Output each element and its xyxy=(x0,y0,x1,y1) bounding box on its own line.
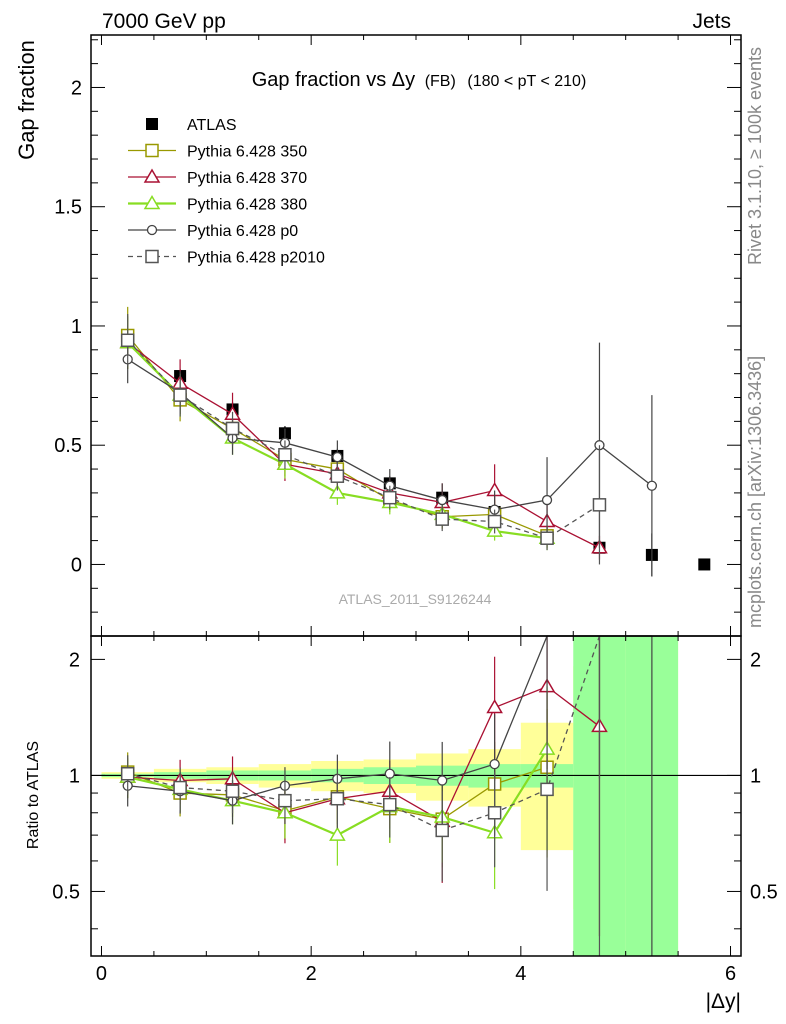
y-axis-label: Gap fraction xyxy=(14,40,39,160)
data-point xyxy=(435,512,449,526)
ratio-point xyxy=(487,806,502,820)
legend-marker xyxy=(145,143,159,158)
ratio-point xyxy=(384,768,395,779)
legend-marker xyxy=(143,168,161,183)
ratio-y-axis-label: Ratio to ATLAS xyxy=(25,741,42,849)
ratio-y-tick-label-right: 1 xyxy=(750,765,761,787)
y-tick-label: 0.5 xyxy=(54,435,82,457)
ratio-point xyxy=(383,797,397,812)
ratio-line xyxy=(127,635,601,832)
ratio-y-tick-label-right: 2 xyxy=(750,649,761,671)
rivet-label: Rivet 3.1.10, ≥ 100k events xyxy=(745,47,765,265)
x-tick-label: 4 xyxy=(515,963,526,985)
ratio-point xyxy=(486,699,503,714)
legend-label: ATLAS xyxy=(187,117,237,134)
data-point xyxy=(278,447,292,462)
ratio-point xyxy=(330,791,345,806)
ratio-point xyxy=(489,758,500,770)
ratio-point xyxy=(278,793,292,808)
data-point xyxy=(329,484,346,499)
ratio-point xyxy=(329,826,346,841)
legend-label: Pythia 6.428 380 xyxy=(187,197,307,214)
y-tick-label: 1.5 xyxy=(54,197,82,219)
x-tick-label: 6 xyxy=(725,963,736,985)
series-line xyxy=(127,339,600,539)
ratio-line xyxy=(127,685,600,823)
mcplots-label: mcplots.cern.ch [arXiv:1306.3436] xyxy=(745,356,765,628)
chart-subtitle: (180 < pT < 210) xyxy=(467,73,586,90)
series-line xyxy=(127,342,600,549)
series-5 xyxy=(120,314,607,956)
data-point xyxy=(698,558,711,571)
legend-marker xyxy=(143,195,161,210)
header-left: 7000 GeV pp xyxy=(102,10,226,33)
legend-entry: Pythia 6.428 350 xyxy=(128,144,307,161)
legend-marker xyxy=(146,224,158,236)
x-tick-label: 0 xyxy=(96,963,107,985)
data-point xyxy=(487,514,502,529)
header-right: Jets xyxy=(692,10,731,33)
data-point xyxy=(540,531,554,545)
ratio-point xyxy=(225,784,240,798)
legend-label: Pythia 6.428 p0 xyxy=(187,223,298,240)
data-point xyxy=(332,451,343,463)
ratio-y-tick-label-right: 0.5 xyxy=(750,881,778,903)
ratio-plot-frame xyxy=(90,635,742,957)
legend-entry: ATLAS xyxy=(146,117,237,134)
ratio-point xyxy=(437,775,448,786)
chart-title-extra: (FB) xyxy=(425,73,456,90)
legend-label: Pythia 6.428 350 xyxy=(187,144,307,161)
y-tick-label: 0 xyxy=(71,554,82,576)
data-point xyxy=(120,333,135,348)
data-point xyxy=(173,388,187,402)
x-axis-label: |Δy| xyxy=(706,990,741,1013)
legend-entry: Pythia 6.428 380 xyxy=(128,195,307,214)
chart-title-main: Gap fraction vs Δy xyxy=(252,69,415,91)
data-point xyxy=(225,421,240,436)
legend-entry: Pythia 6.428 p2010 xyxy=(128,250,325,267)
watermark: ATLAS_2011_S9126244 xyxy=(339,591,492,607)
legend-marker xyxy=(146,118,158,130)
data-point xyxy=(383,490,397,505)
legend-label: Pythia 6.428 p2010 xyxy=(187,250,325,267)
legend: ATLAS Pythia 6.428 350 Pythia 6.428 370 Pyt… xyxy=(128,117,325,267)
legend-entry: Pythia 6.428 p0 xyxy=(128,223,298,240)
ratio-point xyxy=(435,823,449,838)
ratio-point xyxy=(540,782,554,797)
legend-entry: Pythia 6.428 370 xyxy=(128,168,307,187)
ratio-y-tick-label: 1 xyxy=(69,765,80,787)
ratio-y-tick-label: 2 xyxy=(69,649,80,671)
x-tick-label: 2 xyxy=(306,963,317,985)
data-point xyxy=(592,498,607,512)
legend-marker xyxy=(145,249,159,264)
axis-ticks: 0 2 4 6 0 0.5 1 1.5 2 0.5 0.5 1 1 2 2 xyxy=(52,35,778,985)
data-point xyxy=(541,494,553,506)
y-tick-label: 2 xyxy=(71,77,82,99)
y-tick-label: 1 xyxy=(71,316,82,338)
ratio-y-tick-label: 0.5 xyxy=(52,881,80,903)
ratio-point xyxy=(120,767,135,781)
ratio-point xyxy=(173,780,187,795)
data-point xyxy=(437,494,448,506)
legend-label: Pythia 6.428 370 xyxy=(187,170,307,187)
data-point xyxy=(646,480,658,491)
chart-title: Gap fraction vs Δy (FB) (180 < pT < 210) xyxy=(252,69,587,91)
data-point xyxy=(330,469,345,483)
svg-text:Gap fraction vs Δy (FB): Gap fraction vs Δy (FB) (180 < pT < 210) xyxy=(252,69,587,91)
